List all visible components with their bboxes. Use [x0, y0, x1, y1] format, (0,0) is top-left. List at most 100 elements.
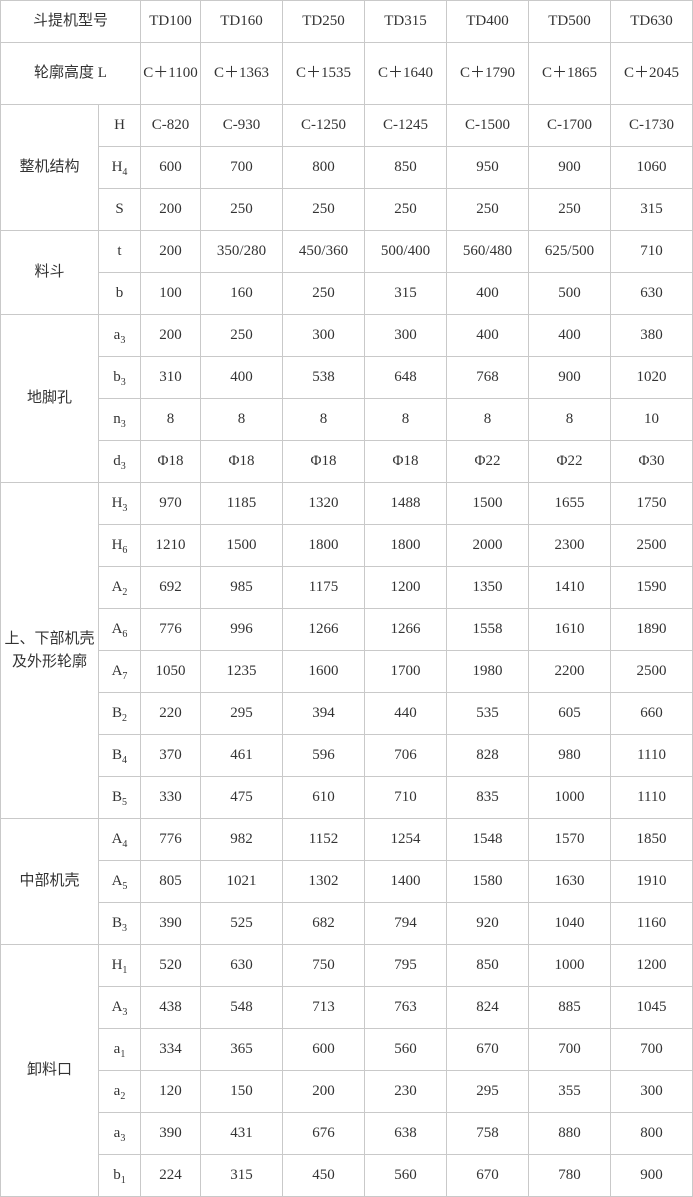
cell-value: 500 — [529, 273, 611, 315]
cell-value: 1302 — [283, 861, 365, 903]
cell-value: 692 — [141, 567, 201, 609]
profile-height-value: C＋1790 — [447, 43, 529, 105]
cell-value: 8 — [365, 399, 447, 441]
cell-value: 8 — [141, 399, 201, 441]
cell-value: 475 — [201, 777, 283, 819]
model-col-5: TD500 — [529, 1, 611, 43]
param-symbol: B3 — [99, 903, 141, 945]
cell-value: 1160 — [611, 903, 693, 945]
cell-value: 310 — [141, 357, 201, 399]
param-symbol: A2 — [99, 567, 141, 609]
cell-value: 700 — [201, 147, 283, 189]
cell-value: 670 — [447, 1155, 529, 1197]
cell-value: C-1700 — [529, 105, 611, 147]
cell-value: 950 — [447, 147, 529, 189]
cell-value: Φ18 — [141, 441, 201, 483]
param-symbol: H1 — [99, 945, 141, 987]
cell-value: 1500 — [447, 483, 529, 525]
cell-value: 1700 — [365, 651, 447, 693]
cell-value: 768 — [447, 357, 529, 399]
cell-value: 250 — [529, 189, 611, 231]
cell-value: 780 — [529, 1155, 611, 1197]
header-label: 斗提机型号 — [1, 1, 141, 43]
cell-value: 538 — [283, 357, 365, 399]
cell-value: 200 — [141, 315, 201, 357]
cell-value: C-1730 — [611, 105, 693, 147]
cell-value: 605 — [529, 693, 611, 735]
cell-value: 1060 — [611, 147, 693, 189]
cell-value: 330 — [141, 777, 201, 819]
cell-value: 660 — [611, 693, 693, 735]
cell-value: 150 — [201, 1071, 283, 1113]
cell-value: 648 — [365, 357, 447, 399]
cell-value: 1254 — [365, 819, 447, 861]
model-col-1: TD160 — [201, 1, 283, 43]
cell-value: 630 — [611, 273, 693, 315]
cell-value: 982 — [201, 819, 283, 861]
cell-value: 880 — [529, 1113, 611, 1155]
cell-value: 2500 — [611, 525, 693, 567]
cell-value: 1980 — [447, 651, 529, 693]
cell-value: 1655 — [529, 483, 611, 525]
cell-value: 996 — [201, 609, 283, 651]
cell-value: 1590 — [611, 567, 693, 609]
cell-value: Φ18 — [365, 441, 447, 483]
cell-value: 850 — [365, 147, 447, 189]
cell-value: 763 — [365, 987, 447, 1029]
cell-value: 250 — [201, 189, 283, 231]
cell-value: 350/280 — [201, 231, 283, 273]
param-symbol: A6 — [99, 609, 141, 651]
cell-value: 380 — [611, 315, 693, 357]
cell-value: 776 — [141, 609, 201, 651]
cell-value: 2500 — [611, 651, 693, 693]
cell-value: 1558 — [447, 609, 529, 651]
profile-height-value: C＋2045 — [611, 43, 693, 105]
cell-value: 1890 — [611, 609, 693, 651]
cell-value: 160 — [201, 273, 283, 315]
cell-value: C-1250 — [283, 105, 365, 147]
cell-value: 824 — [447, 987, 529, 1029]
cell-value: 438 — [141, 987, 201, 1029]
cell-value: 520 — [141, 945, 201, 987]
cell-value: 450/360 — [283, 231, 365, 273]
cell-value: 1850 — [611, 819, 693, 861]
cell-value: 1000 — [529, 777, 611, 819]
param-symbol: A4 — [99, 819, 141, 861]
cell-value: 535 — [447, 693, 529, 735]
cell-value: 461 — [201, 735, 283, 777]
spec-table: 斗提机型号TD100TD160TD250TD315TD400TD500TD630… — [0, 0, 693, 1197]
cell-value: 776 — [141, 819, 201, 861]
param-symbol: t — [99, 231, 141, 273]
cell-value: 120 — [141, 1071, 201, 1113]
cell-value: 1750 — [611, 483, 693, 525]
cell-value: 713 — [283, 987, 365, 1029]
cell-value: 400 — [529, 315, 611, 357]
param-symbol: H4 — [99, 147, 141, 189]
model-col-4: TD400 — [447, 1, 529, 43]
cell-value: 8 — [283, 399, 365, 441]
cell-value: 630 — [201, 945, 283, 987]
cell-value: 610 — [283, 777, 365, 819]
cell-value: 985 — [201, 567, 283, 609]
cell-value: 676 — [283, 1113, 365, 1155]
cell-value: 885 — [529, 987, 611, 1029]
cell-value: 200 — [141, 231, 201, 273]
profile-height-label: 轮廓高度 L — [1, 43, 141, 105]
cell-value: 1548 — [447, 819, 529, 861]
cell-value: 700 — [611, 1029, 693, 1071]
cell-value: 2000 — [447, 525, 529, 567]
cell-value: Φ18 — [283, 441, 365, 483]
cell-value: 710 — [365, 777, 447, 819]
cell-value: 295 — [201, 693, 283, 735]
cell-value: Φ22 — [529, 441, 611, 483]
param-symbol: B2 — [99, 693, 141, 735]
param-symbol: b3 — [99, 357, 141, 399]
cell-value: 750 — [283, 945, 365, 987]
cell-value: 220 — [141, 693, 201, 735]
cell-value: 390 — [141, 903, 201, 945]
cell-value: 625/500 — [529, 231, 611, 273]
cell-value: 8 — [447, 399, 529, 441]
cell-value: 370 — [141, 735, 201, 777]
cell-value: 1200 — [365, 567, 447, 609]
model-col-6: TD630 — [611, 1, 693, 43]
